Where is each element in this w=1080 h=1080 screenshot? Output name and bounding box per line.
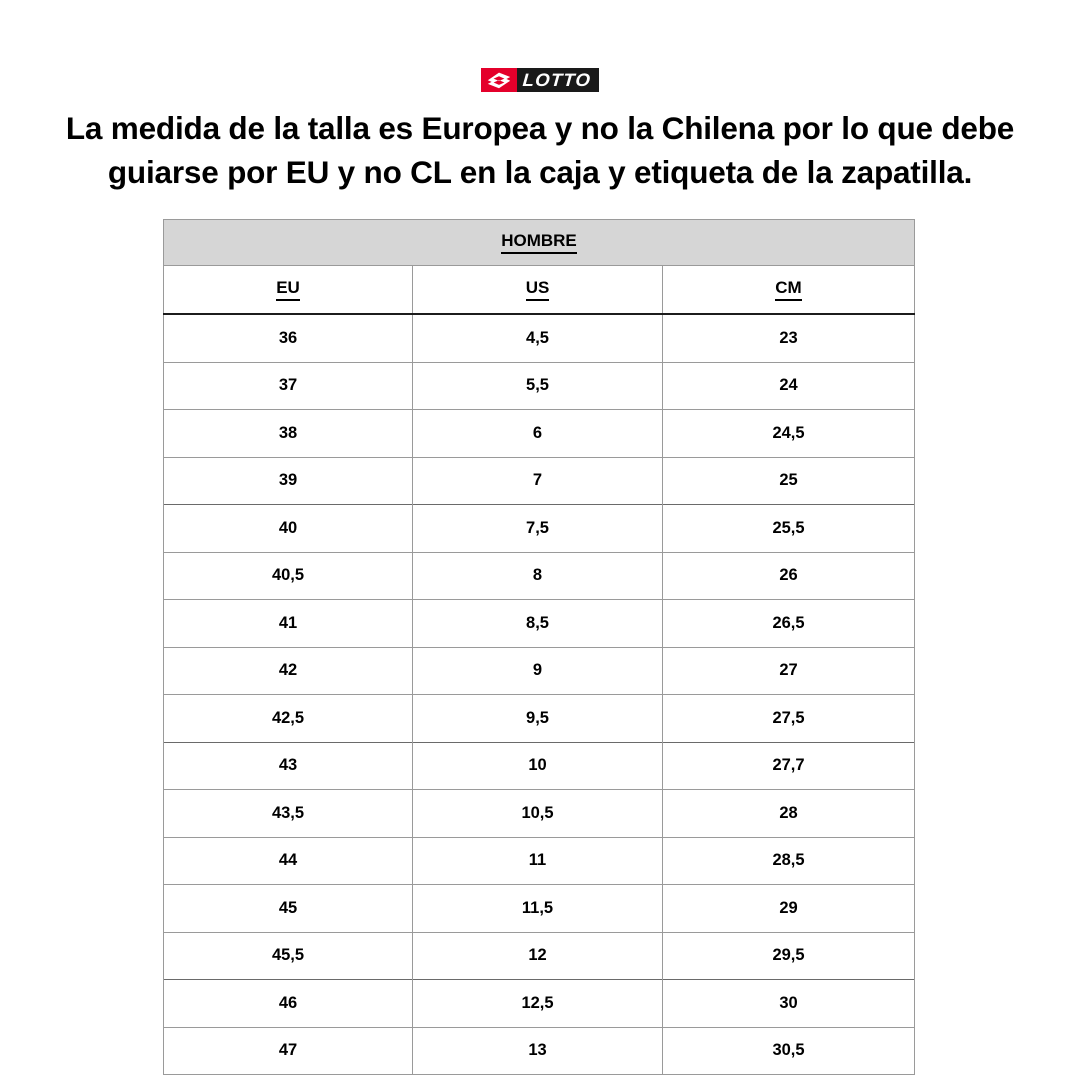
table-row: 37 5,5 24 — [163, 361, 916, 410]
page-title-line-2: guiarse por EU y no CL en la caja y etiq… — [107, 154, 973, 190]
size-chart-table: HOMBRE EU US CM 36 4,5 23 — [162, 219, 916, 1075]
table-row: 43,5 10,5 28 — [163, 789, 916, 837]
column-header-us-label: US — [525, 278, 550, 301]
column-header-row: EU US CM — [163, 265, 916, 315]
cell-eu: 45 — [163, 884, 413, 932]
table-row: 42,5 9,5 27,5 — [163, 694, 916, 742]
cell-eu: 36 — [163, 313, 413, 362]
size-chart-head: HOMBRE EU US CM — [162, 219, 916, 315]
cell-us: 10,5 — [412, 789, 663, 837]
cell-eu: 40 — [163, 504, 413, 552]
cell-us: 12 — [412, 931, 663, 980]
cell-cm: 30 — [661, 979, 916, 1027]
cell-eu: 41 — [163, 599, 413, 647]
size-chart: HOMBRE EU US CM 36 4,5 23 — [162, 219, 916, 1075]
cell-cm: 26,5 — [661, 599, 916, 647]
cell-us: 10 — [412, 741, 663, 790]
table-row: 41 8,5 26,5 — [163, 599, 916, 647]
table-row: 47 13 30,5 — [163, 1026, 916, 1075]
cell-us: 7 — [412, 456, 663, 505]
cell-cm: 27,5 — [661, 694, 916, 742]
lotto-wordmark-text: LOTTO — [522, 70, 592, 90]
cell-us: 4,5 — [412, 313, 663, 362]
size-chart-body: 36 4,5 23 37 5,5 24 38 6 24,5 39 7 25 40 — [163, 313, 916, 1075]
cell-cm: 29,5 — [661, 931, 916, 980]
cell-cm: 28,5 — [661, 836, 916, 885]
table-row: 42 9 27 — [163, 646, 916, 695]
lotto-wordmark: LOTTO — [517, 68, 599, 92]
cell-cm: 25 — [661, 456, 916, 505]
lotto-diamond-icon — [481, 68, 518, 92]
cell-eu: 45,5 — [163, 931, 413, 980]
table-row: 39 7 25 — [163, 456, 916, 505]
column-header-us: US — [412, 265, 663, 315]
group-header-cell: HOMBRE — [162, 219, 916, 266]
brand-logo: LOTTO — [0, 68, 1080, 92]
column-header-eu: EU — [163, 265, 413, 315]
cell-cm: 24 — [661, 361, 916, 410]
table-row: 40 7,5 25,5 — [163, 504, 916, 552]
cell-cm: 30,5 — [661, 1026, 916, 1075]
cell-us: 8 — [412, 551, 663, 600]
group-header-label: HOMBRE — [501, 231, 577, 254]
column-header-cm-label: CM — [775, 278, 802, 301]
table-row: 38 6 24,5 — [163, 409, 916, 457]
cell-cm: 29 — [661, 884, 916, 932]
cell-eu: 37 — [163, 361, 413, 410]
page-title: La medida de la talla es Europea y no la… — [0, 106, 1080, 194]
cell-eu: 38 — [163, 409, 413, 457]
table-row: 44 11 28,5 — [163, 836, 916, 885]
cell-us: 11 — [412, 836, 663, 885]
table-row: 40,5 8 26 — [163, 551, 916, 600]
page-title-line-1: La medida de la talla es Europea y no la… — [65, 110, 1015, 146]
cell-eu: 46 — [163, 979, 413, 1027]
cell-cm: 27 — [661, 646, 916, 695]
cell-eu: 43 — [163, 741, 413, 790]
cell-cm: 23 — [661, 313, 916, 362]
cell-us: 12,5 — [412, 979, 663, 1027]
column-header-eu-label: EU — [276, 278, 300, 301]
table-row: 46 12,5 30 — [163, 979, 916, 1027]
cell-us: 9 — [412, 646, 663, 695]
cell-us: 11,5 — [412, 884, 663, 932]
cell-eu: 47 — [163, 1026, 413, 1075]
table-row: 45 11,5 29 — [163, 884, 916, 932]
cell-cm: 26 — [661, 551, 916, 600]
table-row: 43 10 27,7 — [163, 741, 916, 790]
cell-cm: 27,7 — [661, 741, 916, 790]
cell-us: 7,5 — [412, 504, 663, 552]
cell-cm: 24,5 — [661, 409, 916, 457]
cell-eu: 44 — [163, 836, 413, 885]
cell-us: 6 — [412, 409, 663, 457]
cell-eu: 42 — [163, 646, 413, 695]
cell-cm: 25,5 — [661, 504, 916, 552]
cell-eu: 42,5 — [163, 694, 413, 742]
cell-cm: 28 — [661, 789, 916, 837]
cell-us: 5,5 — [412, 361, 663, 410]
lotto-logo: LOTTO — [481, 68, 599, 92]
table-row: 36 4,5 23 — [163, 313, 916, 362]
table-row: 45,5 12 29,5 — [163, 931, 916, 980]
cell-eu: 43,5 — [163, 789, 413, 837]
cell-us: 8,5 — [412, 599, 663, 647]
cell-eu: 40,5 — [163, 551, 413, 600]
cell-us: 9,5 — [412, 694, 663, 742]
cell-eu: 39 — [163, 456, 413, 505]
group-header-row: HOMBRE — [162, 219, 916, 266]
column-header-cm: CM — [661, 265, 916, 315]
cell-us: 13 — [412, 1026, 663, 1075]
